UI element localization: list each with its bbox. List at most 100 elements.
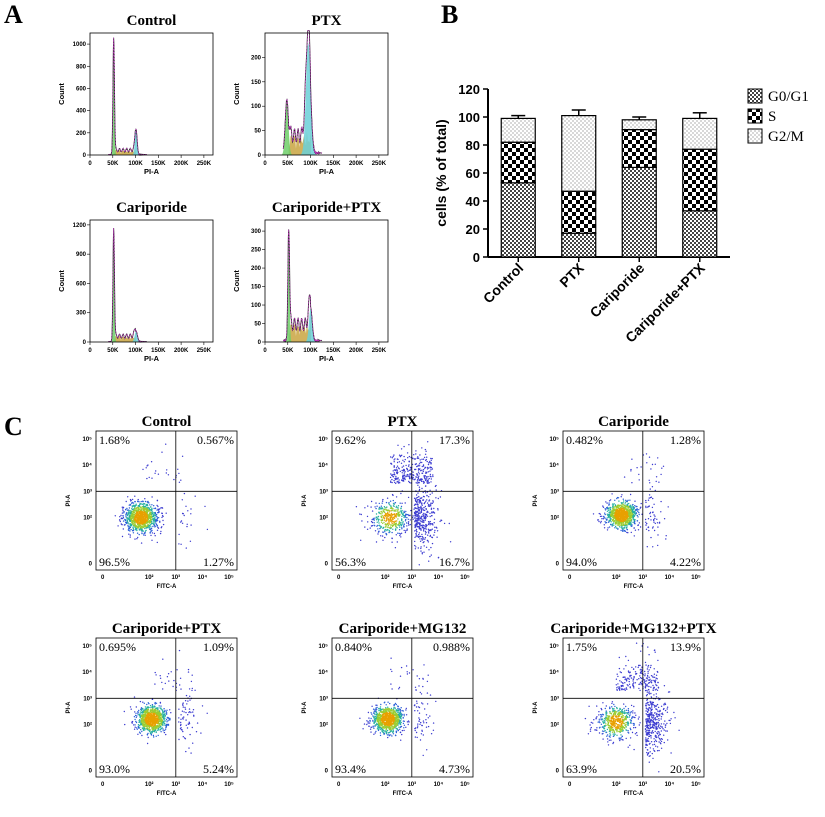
scatter-point	[128, 523, 130, 525]
scatter-point	[413, 458, 415, 460]
scatter-point	[437, 508, 439, 510]
scatter-point	[159, 677, 162, 679]
scatter-point	[390, 505, 392, 507]
scatter-point	[414, 548, 417, 550]
scatter-point	[626, 514, 628, 516]
scatter-point	[418, 564, 420, 566]
scatter-point	[613, 508, 616, 511]
quadrant-upper-left-pct: 0.482%	[566, 433, 603, 447]
scatter-point	[150, 710, 152, 712]
scatter-point	[418, 465, 421, 467]
x-tick-label: 10⁵	[460, 575, 470, 581]
scatter-point	[624, 520, 626, 522]
scatter-point	[430, 463, 432, 465]
scatter-point	[153, 727, 156, 729]
scatter-point	[429, 555, 431, 558]
scatter-point	[633, 516, 635, 518]
scatter-point	[599, 513, 602, 515]
scatter-point	[160, 705, 162, 707]
scatter-point	[161, 727, 163, 729]
scatter-point	[396, 509, 398, 511]
scatter-point	[425, 517, 427, 519]
scatter-point	[607, 517, 609, 519]
scatter-point	[614, 513, 616, 515]
scatter-point	[415, 497, 418, 499]
scatter-point	[613, 506, 615, 508]
scatter-point	[611, 511, 613, 514]
scatter-point	[378, 506, 381, 508]
scatter-point	[626, 528, 628, 531]
scatter-point	[126, 521, 129, 523]
scatter-point	[417, 471, 420, 473]
scatter-point	[403, 511, 406, 514]
scatter-point	[423, 551, 425, 553]
scatter-point	[661, 467, 663, 469]
scatter-point	[162, 658, 164, 660]
scatter-point	[409, 466, 412, 469]
scatter-point	[134, 514, 137, 516]
scatter-point	[422, 508, 424, 510]
scatter-point	[375, 507, 377, 510]
y-tick-label: 10³	[83, 488, 92, 495]
scatter-point	[396, 469, 398, 471]
scatter-point	[652, 497, 654, 500]
scatter-point	[154, 521, 156, 523]
quadrant-upper-left-pct: 0.695%	[99, 640, 136, 654]
scatter-point	[146, 510, 148, 512]
scatter-point	[170, 712, 172, 714]
scatter-point	[375, 519, 378, 521]
scatter-point	[139, 512, 141, 514]
scatter-point	[179, 677, 182, 679]
scatter-point	[141, 526, 144, 528]
scatter-point	[149, 519, 152, 521]
scatter-point	[405, 665, 408, 667]
scatter-point	[152, 728, 155, 731]
scatter-point	[414, 736, 417, 738]
scatter-point	[598, 520, 600, 523]
scatter-point	[151, 718, 154, 720]
scatter-point	[386, 497, 389, 499]
scatter-point	[423, 456, 426, 459]
scatter-point	[425, 514, 427, 517]
scatter-point	[401, 454, 403, 456]
scatter-point	[144, 534, 146, 536]
scatter-point	[418, 463, 421, 465]
scatter-point	[626, 519, 629, 522]
scatter-point	[657, 526, 659, 528]
scatter-point	[397, 513, 399, 515]
scatter-point	[184, 706, 186, 709]
scatter-point	[632, 521, 634, 524]
scatter-point	[156, 509, 158, 511]
scatter-point	[180, 520, 183, 522]
scatter-point	[610, 510, 613, 512]
scatter-point	[429, 473, 432, 476]
scatter-point	[192, 711, 194, 713]
y-tick-label: 0	[258, 340, 262, 346]
scatter-point	[160, 724, 162, 726]
scatter-point	[378, 508, 380, 510]
scatter-point	[399, 455, 402, 458]
scatter-point	[359, 513, 361, 515]
scatter-point	[130, 515, 133, 517]
scatter-point	[144, 708, 146, 711]
scatter-point	[142, 710, 144, 712]
scatter-point	[654, 517, 656, 520]
scatter-point	[628, 507, 630, 509]
scatter-point	[150, 516, 152, 518]
scatter-point	[663, 518, 666, 520]
scatter-point	[130, 512, 132, 515]
y-tick-label: 900	[76, 252, 87, 258]
scatter-point	[384, 508, 386, 511]
scatter-point	[380, 510, 382, 513]
scatter-point	[141, 720, 143, 722]
histogram-peak-fill	[110, 227, 117, 342]
scatter-point	[146, 728, 148, 730]
scatter-point	[430, 733, 433, 735]
scatter-point	[421, 478, 423, 480]
y-tick-label: 1000	[73, 42, 87, 48]
histogram-peak-fill	[110, 37, 117, 155]
scatter-point	[415, 520, 418, 522]
scatter-point	[401, 469, 403, 472]
scatter-point	[153, 507, 155, 510]
